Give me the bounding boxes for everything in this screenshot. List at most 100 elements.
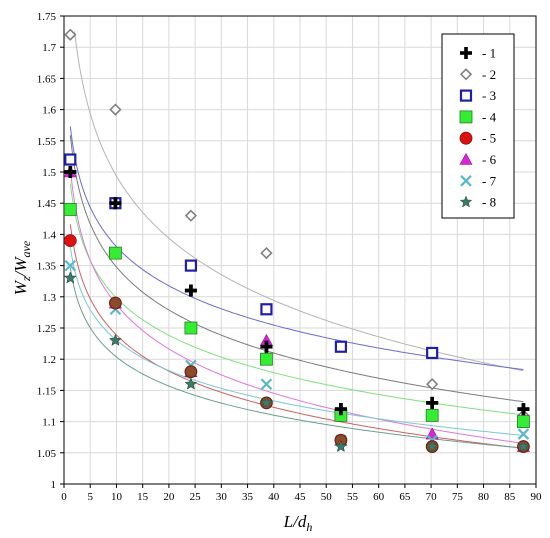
- data-point-series-8: [184, 377, 198, 390]
- x-tick-label: 65: [399, 491, 411, 503]
- legend-marker-1: [460, 47, 472, 59]
- x-tick-label: 25: [190, 491, 202, 503]
- data-point-series-2: [109, 103, 122, 116]
- trend-line: [69, 126, 524, 370]
- data-point-series-3: [426, 346, 439, 360]
- trend-line: [69, 183, 524, 416]
- data-point-series-3: [184, 259, 198, 272]
- data-point-series-1: [260, 340, 273, 353]
- legend-label-5: - 5: [482, 131, 496, 146]
- data-point-series-8: [425, 439, 439, 452]
- legend-marker-4: [459, 110, 473, 124]
- trend-line: [69, 224, 524, 449]
- trend-line: [69, 135, 524, 403]
- data-point-series-1: [517, 403, 530, 416]
- x-tick-label: 15: [137, 491, 149, 503]
- legend-box: [441, 33, 515, 219]
- y-tick-label: 1.45: [37, 198, 57, 210]
- data-point-series-4: [108, 246, 122, 260]
- legend-label-2: - 2: [482, 67, 496, 82]
- x-tick-label: 45: [295, 491, 307, 503]
- data-point-series-4: [517, 415, 530, 429]
- data-point-series-3: [260, 303, 273, 316]
- x-tick-label: 40: [268, 491, 280, 503]
- x-tick-label: 50: [321, 491, 333, 503]
- legend-marker-6: [459, 152, 473, 165]
- legend: - 1 - 2 - 3 - 4 - 5 - 6 - 7 - 8: [441, 33, 515, 219]
- x-tick-label: 75: [452, 491, 464, 503]
- x-axis-title: L/dh: [283, 512, 313, 534]
- y-tick-label: 1.1: [42, 417, 56, 429]
- data-point-series-1: [334, 403, 347, 416]
- x-tick-label: 35: [242, 491, 254, 503]
- y-tick-label: 1: [51, 479, 57, 491]
- legend-label-7: - 7: [482, 173, 497, 188]
- y-tick-label: 1.75: [37, 11, 57, 23]
- x-tick-label: 70: [426, 491, 438, 503]
- data-point-series-5: [63, 234, 77, 248]
- x-tick-label: 60: [373, 491, 385, 503]
- data-point-series-2: [184, 209, 198, 222]
- x-tick-label: 5: [87, 491, 93, 503]
- y-tick-label: 1.2: [42, 354, 56, 366]
- x-tick-label: 85: [504, 491, 516, 503]
- data-point-series-7: [64, 259, 77, 272]
- data-point-series-2: [426, 378, 439, 391]
- y-tick-label: 1.5: [42, 167, 56, 179]
- data-point-series-8: [260, 396, 273, 409]
- trend-line: [74, 31, 524, 372]
- data-point-series-4: [63, 203, 77, 216]
- data-point-series-3: [334, 340, 348, 353]
- legend-marker-8: [459, 195, 473, 208]
- data-point-series-7: [260, 378, 273, 390]
- y-tick-label: 1.6: [42, 105, 56, 117]
- y-tick-label: 1.4: [42, 229, 56, 241]
- trend-line: [69, 267, 524, 449]
- trend-line: [69, 169, 524, 444]
- data-point-series-8: [63, 271, 77, 284]
- data-point-series-8: [109, 333, 122, 346]
- x-tick-label: 10: [111, 491, 123, 503]
- legend-label-1: - 1: [482, 46, 496, 61]
- legend-marker-2: [459, 68, 473, 81]
- y-tick-label: 1.05: [37, 448, 57, 460]
- y-tick-label: 1.35: [37, 261, 57, 273]
- y-axis-title: Wz/Wave: [11, 240, 33, 295]
- trend-line: [69, 247, 524, 436]
- legend-label-4: - 4: [482, 109, 497, 124]
- x-tick-label: 90: [531, 491, 543, 503]
- data-point-series-2: [64, 28, 77, 41]
- data-points: [63, 28, 530, 453]
- x-tick-label: 20: [163, 491, 175, 503]
- data-point-series-4: [184, 321, 198, 335]
- y-tick-label: 1.7: [42, 42, 56, 54]
- legend-marker-3: [459, 89, 473, 102]
- data-point-series-4: [260, 352, 273, 366]
- data-point-series-8: [334, 439, 348, 452]
- y-tick-label: 1.3: [42, 292, 56, 304]
- y-tick-label: 1.55: [37, 136, 57, 148]
- y-tick-label: 1.15: [37, 385, 57, 397]
- data-point-series-1: [64, 166, 77, 178]
- legend-marker-7: [460, 175, 472, 187]
- data-point-series-4: [425, 408, 439, 422]
- data-point-series-7: [517, 428, 530, 440]
- y-tick-label: 1.65: [37, 73, 57, 85]
- data-point-series-1: [426, 396, 439, 409]
- legend-marker-5: [459, 131, 473, 145]
- data-point-overlay: [185, 365, 197, 378]
- x-tick-label: 80: [478, 491, 490, 503]
- data-point-overlay: [109, 297, 122, 309]
- trend-lines: [69, 31, 524, 449]
- data-point-series-1: [184, 284, 197, 297]
- legend-label-3: - 3: [482, 88, 496, 103]
- legend-label-6: - 6: [482, 152, 497, 167]
- x-tick-label: 30: [216, 491, 228, 503]
- y-tick-label: 1.25: [37, 323, 57, 335]
- legend-label-8: - 8: [482, 195, 496, 210]
- x-tick-label: 55: [347, 491, 359, 503]
- x-tick-label: 0: [61, 491, 67, 503]
- axis-ticks: 0 5 10 15 20 25 30 35 40 45 50 55 60 65 70 75 80 85 90 1 1.0…: [37, 11, 542, 503]
- data-point-series-3: [64, 153, 77, 166]
